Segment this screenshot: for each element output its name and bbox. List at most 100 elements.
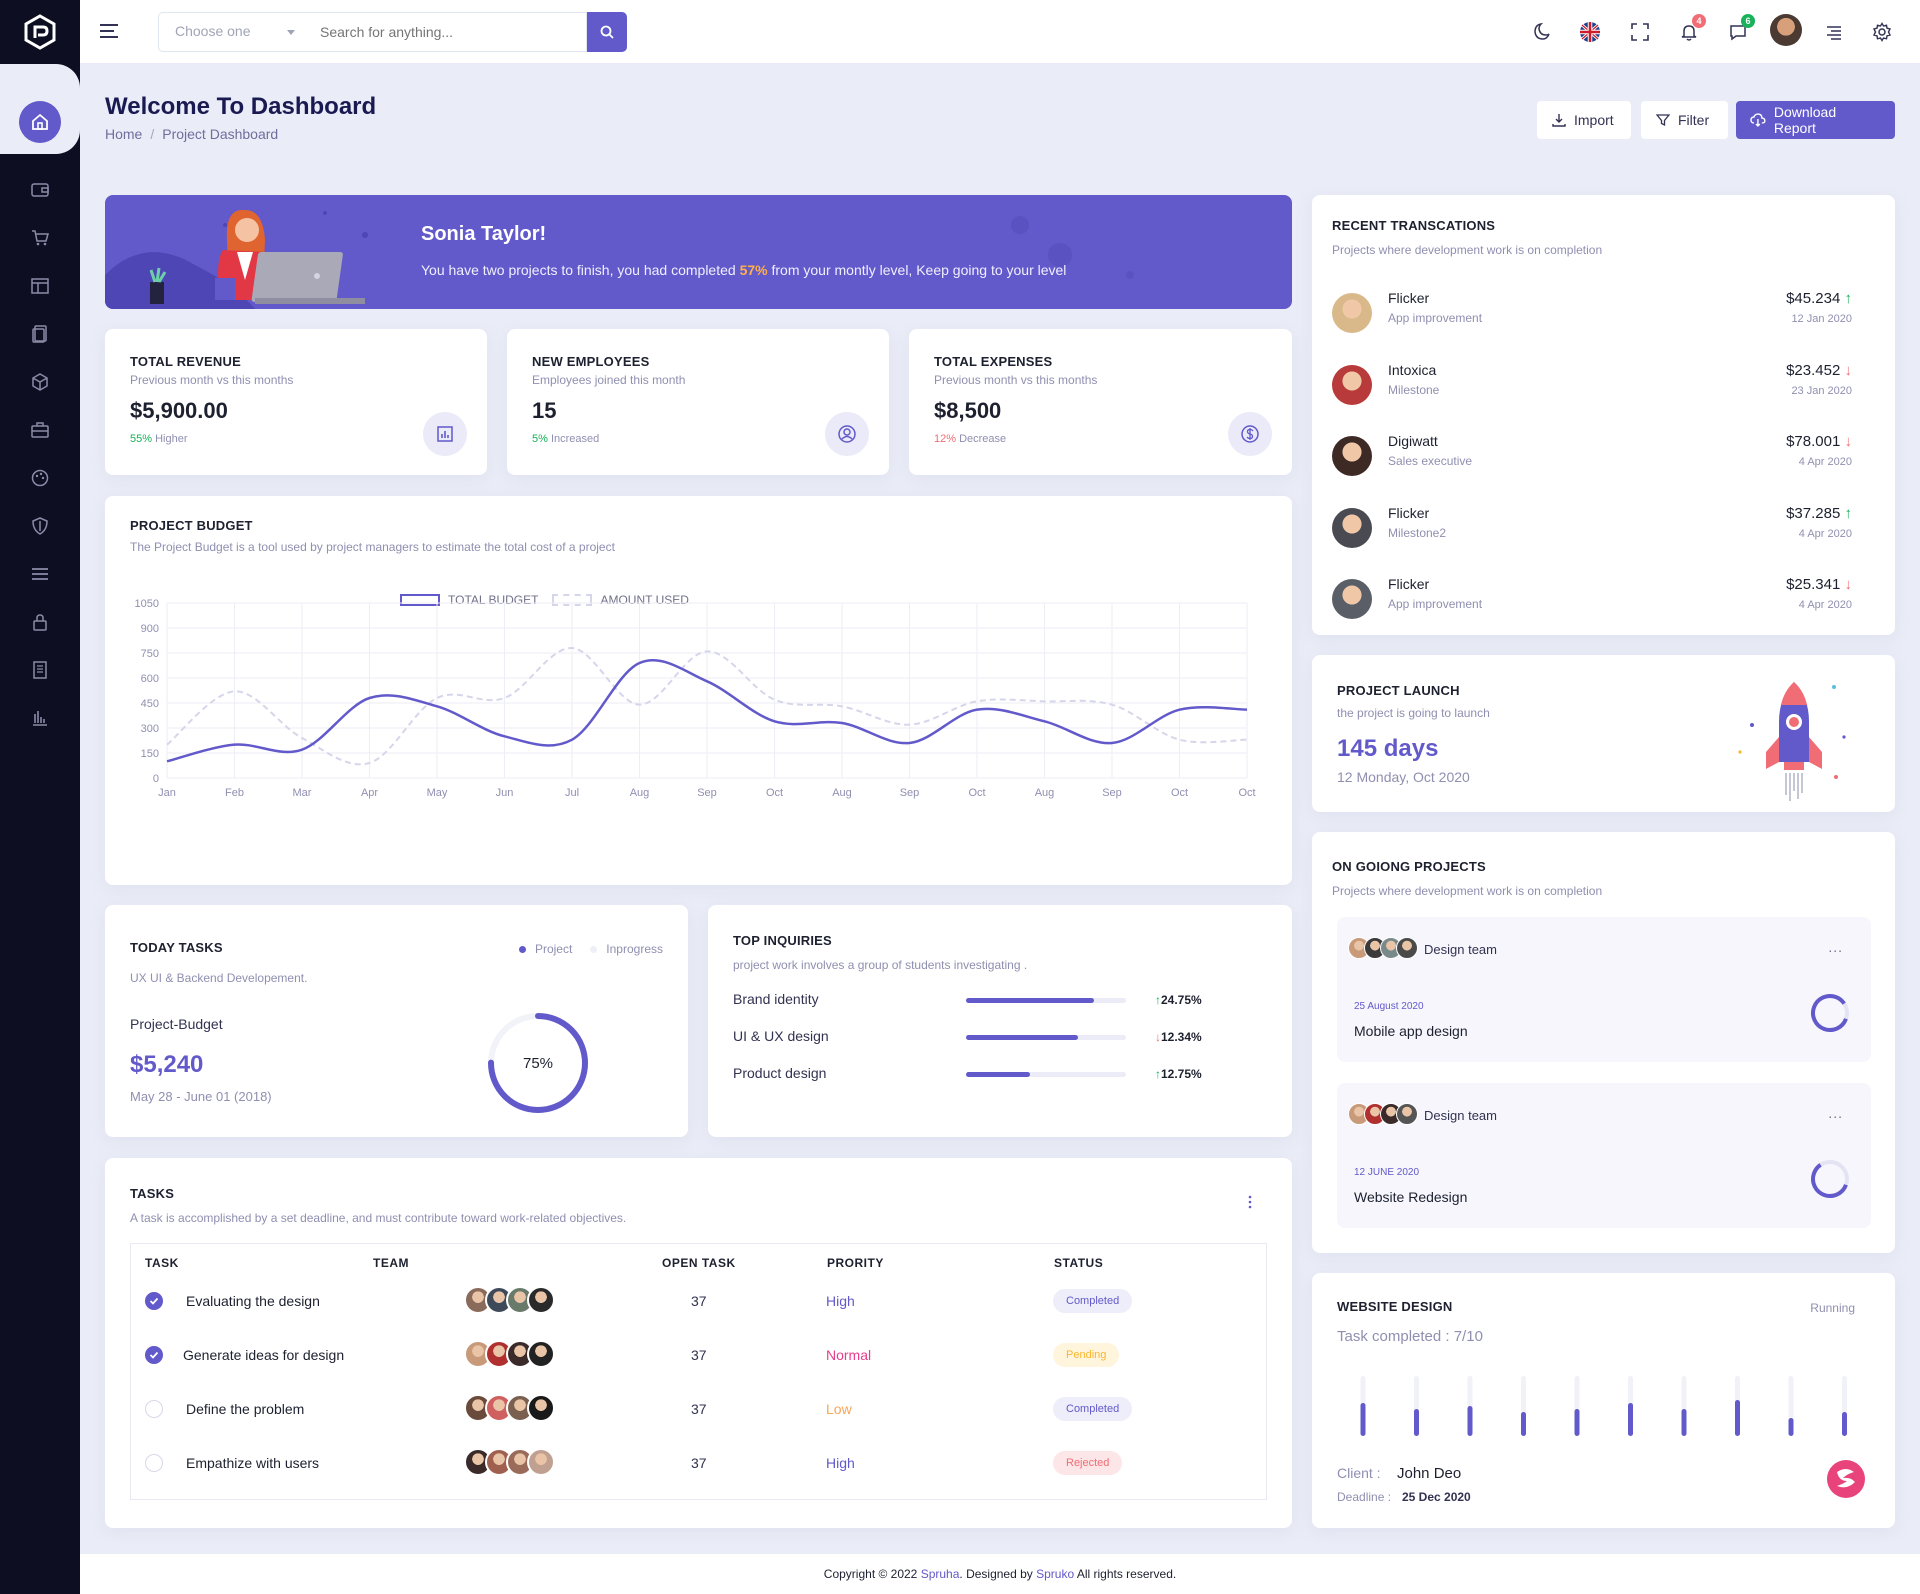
breadcrumb-home[interactable]: Home [105,126,143,142]
tasks-subtitle: A task is accomplished by a set deadline… [130,1211,627,1225]
sidebar-item-briefcase[interactable] [0,406,80,454]
team-member-avatar[interactable] [527,1286,555,1314]
x-tick-label: Sep [900,787,920,799]
sidebar-item-files[interactable] [0,310,80,358]
table-row: Empathize with users 37 High Rejected [131,1436,1266,1490]
stat-subtitle: Previous month vs this months [130,373,294,387]
search-input[interactable] [307,12,587,52]
tasks-more-button[interactable] [1248,1195,1252,1214]
progress-bar-fill [1574,1409,1580,1436]
cloud-download-icon [1750,113,1766,127]
team-member-avatar[interactable] [527,1394,555,1422]
task-checkbox[interactable] [145,1400,163,1418]
transactions-title: RECENT TRANSCATIONS [1332,218,1496,233]
sidebar-item-charts[interactable] [0,694,80,742]
x-tick-label: Oct [1171,787,1188,799]
transaction-name: Intoxica [1388,361,1437,378]
sidebar-item-wallet[interactable] [0,166,80,214]
fullscreen-button[interactable] [1628,20,1652,44]
client-name: John Deo [1397,1465,1462,1482]
website-task-completed: Task completed : 7/10 [1337,1328,1483,1345]
transaction-name: Digiwatt [1388,433,1438,449]
breadcrumb: Home / Project Dashboard [105,126,278,142]
box-icon [32,373,48,391]
notifications-button[interactable]: 4 [1677,14,1706,44]
sidebar-right-toggle[interactable] [1822,20,1846,44]
today-tasks-legend: Project Inprogress [518,942,663,956]
avatar [1332,436,1372,476]
check-icon [149,1297,159,1305]
sidebar-item-palette[interactable] [0,454,80,502]
dark-mode-toggle[interactable] [1530,20,1554,44]
search-category-select[interactable]: Choose one [158,12,308,52]
x-tick-label: Feb [225,787,244,799]
team-member-avatar[interactable] [1396,1103,1418,1125]
task-checkbox[interactable] [145,1454,163,1472]
menu-toggle-button[interactable] [98,20,120,47]
language-selector[interactable] [1578,20,1602,44]
download-report-button[interactable]: Download Report [1736,101,1895,139]
inquiry-progress-fill [966,1035,1078,1040]
transaction-row[interactable]: Flicker App improvement $25.341 ↓ 4 Apr … [1332,575,1872,630]
inquiry-progress-track [966,1072,1126,1077]
sidebar-item-dashboard[interactable] [0,98,80,146]
palette-icon [31,469,49,487]
shield-icon [32,517,48,535]
app-logo[interactable] [0,0,80,64]
team-member-avatar[interactable] [485,1394,513,1422]
sidebar-item-cart[interactable] [0,214,80,262]
sidebar-item-shield[interactable] [0,502,80,550]
inquiry-percent-value: 24.75% [1161,993,1202,1007]
trend-up-icon: ↑ [1840,504,1852,522]
filter-button[interactable]: Filter [1641,101,1728,139]
search-button[interactable] [587,12,627,52]
footer-rights: All rights reserved. [1074,1567,1177,1581]
y-tick-label: 0 [153,773,159,785]
project-more-button[interactable]: ... [1828,939,1843,955]
task-checkbox[interactable] [145,1346,163,1364]
import-button[interactable]: Import [1537,101,1631,139]
y-tick-label: 900 [141,623,159,635]
team-member-avatar[interactable] [1396,937,1418,959]
footer-author-link[interactable]: Spruko [1036,1567,1075,1581]
stat-value: 15 [532,398,557,423]
transaction-amount-value: $37.285 [1786,504,1841,522]
project-item[interactable]: Design team ... 25 August 2020 Mobile ap… [1337,917,1871,1062]
transaction-row[interactable]: Digiwatt Sales executive $78.001 ↓ 4 Apr… [1332,432,1872,487]
sidebar-item-box[interactable] [0,358,80,406]
x-tick-label: Aug [1035,787,1055,799]
stat-change: 5% Increased [532,433,599,445]
tasks-title: TASKS [130,1186,175,1201]
moon-icon [1534,22,1550,40]
search-category-value: Choose one [175,23,251,39]
project-item[interactable]: Design team ... 12 JUNE 2020 Website Red… [1337,1083,1871,1228]
transaction-row[interactable]: Flicker Milestone2 $37.285 ↑ 4 Apr 2020 [1332,504,1872,559]
ongoing-projects-card: ON GOIONG PROJECTS Projects where develo… [1312,832,1895,1253]
sidebar-item-document[interactable] [0,646,80,694]
column-header-open-task: OPEN TASK [662,1256,736,1270]
inquiry-label: UI & UX design [733,1028,829,1044]
inquiry-progress-track [966,1035,1126,1040]
user-avatar[interactable] [1770,14,1802,46]
project-name: Mobile app design [1354,1023,1468,1039]
project-more-button[interactable]: ... [1828,1105,1843,1121]
stat-value: $5,900.00 [130,398,228,423]
transaction-row[interactable]: Flicker App improvement $45.234 ↑ 12 Jan… [1332,289,1872,344]
inquiry-percent: ↑12.75% [1155,1067,1202,1081]
project-budget-card: PROJECT BUDGET The Project Budget is a t… [105,496,1292,885]
task-priority: Normal [826,1347,872,1363]
team-member-avatar[interactable] [527,1448,555,1476]
messages-button[interactable]: 6 [1726,14,1755,44]
progress-bar-fill [1681,1409,1687,1436]
task-checkbox[interactable] [145,1292,163,1310]
footer-brand-link[interactable]: Spruha [920,1567,960,1581]
sidebar-item-lock[interactable] [0,598,80,646]
transaction-description: App improvement [1388,311,1483,325]
sidebar-item-layout[interactable] [0,262,80,310]
transaction-row[interactable]: Intoxica Milestone $23.452 ↓ 23 Jan 2020 [1332,361,1872,416]
team-member-avatar[interactable] [527,1340,555,1368]
settings-button[interactable] [1870,20,1894,44]
launch-days: 145 days [1337,735,1439,762]
progress-bar-fill [1628,1403,1633,1436]
sidebar-item-menu[interactable] [0,550,80,598]
